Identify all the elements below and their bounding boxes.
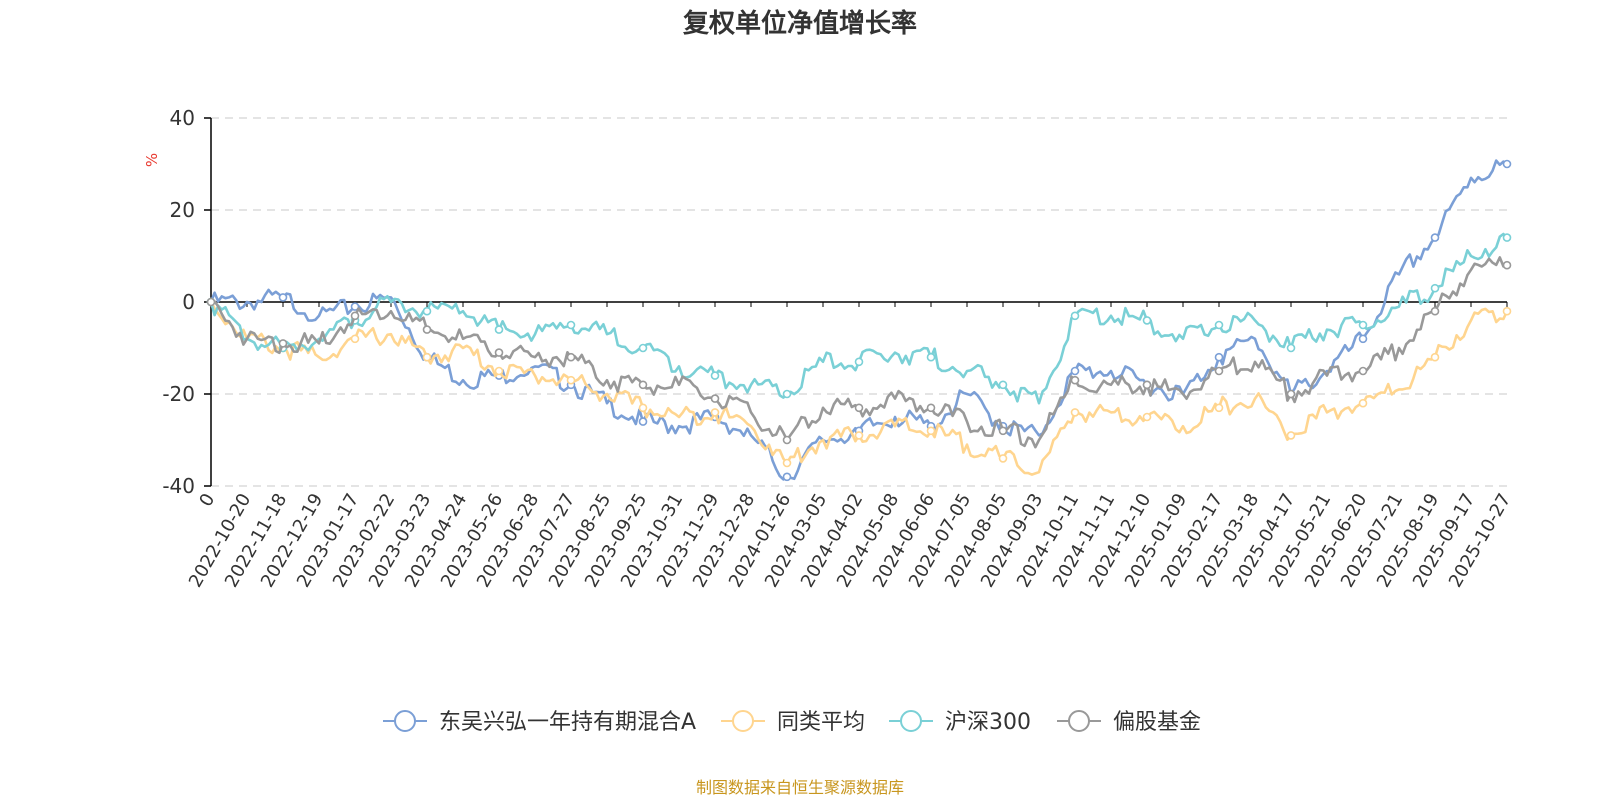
data-point — [206, 297, 216, 307]
legend-circle-icon — [1068, 710, 1090, 732]
data-point — [1502, 233, 1512, 242]
legend-item[interactable]: 同类平均 — [721, 710, 865, 735]
data-point — [494, 366, 504, 376]
data-point — [1430, 233, 1440, 242]
data-point — [1358, 320, 1368, 330]
data-point — [926, 352, 936, 362]
legend-item[interactable]: 沪深300 — [889, 710, 1031, 735]
legend-label: 偏股基金 — [1113, 710, 1201, 735]
data-point — [566, 375, 576, 385]
data-point — [1502, 159, 1512, 169]
data-point — [638, 403, 648, 413]
y-tick-label: 0 — [182, 290, 195, 314]
data-point — [926, 403, 936, 413]
data-point — [710, 394, 720, 403]
data-point — [782, 389, 792, 399]
data-point — [1286, 389, 1296, 399]
data-point — [638, 380, 648, 390]
data-point — [1358, 398, 1368, 408]
data-point — [1430, 283, 1440, 293]
data-point — [782, 435, 792, 445]
legend-circle-icon — [394, 710, 416, 732]
data-point — [1214, 352, 1224, 362]
data-point — [278, 339, 288, 348]
data-point — [422, 306, 432, 316]
data-point — [998, 380, 1008, 390]
data-point — [1214, 320, 1224, 330]
chart-title: 复权单位净值增长率 — [683, 8, 917, 39]
data-point — [638, 343, 648, 353]
y-axis-ticks: 40 20 0 -20 -40 — [162, 106, 211, 498]
data-point — [710, 408, 720, 417]
data-point — [1286, 343, 1296, 353]
data-point — [1214, 403, 1224, 413]
data-point — [638, 417, 648, 426]
y-tick-label: 20 — [170, 198, 195, 222]
data-source-note: 制图数据来自恒生聚源数据库 — [696, 778, 904, 797]
data-point — [1070, 366, 1080, 376]
data-point — [926, 426, 936, 436]
data-point — [1502, 260, 1512, 270]
data-point — [350, 334, 360, 344]
data-point — [854, 403, 864, 413]
legend-item[interactable]: 东吴兴弘一年持有期混合A — [383, 710, 696, 735]
data-point — [998, 426, 1008, 436]
data-point — [422, 352, 432, 362]
series-line — [210, 256, 1508, 449]
data-point — [1142, 316, 1152, 325]
legend-item[interactable]: 偏股基金 — [1057, 710, 1201, 735]
legend-circle-icon — [732, 710, 754, 732]
data-point — [566, 352, 576, 362]
data-point — [1502, 306, 1512, 316]
data-point — [1286, 431, 1296, 440]
data-point — [494, 348, 504, 357]
x-tick-label: 0 — [195, 490, 219, 510]
data-point — [1070, 311, 1080, 321]
data-point — [1142, 412, 1152, 422]
data-point — [1070, 408, 1080, 417]
data-point — [854, 357, 864, 367]
data-point — [1070, 375, 1080, 385]
data-point — [782, 458, 792, 468]
data-point — [1142, 380, 1152, 390]
legend-label: 沪深300 — [945, 710, 1031, 735]
y-tick-label: 40 — [170, 106, 195, 130]
legend-label: 东吴兴弘一年持有期混合A — [439, 710, 696, 735]
data-point — [1430, 306, 1440, 316]
grid-lines — [211, 117, 1507, 487]
data-point — [350, 302, 360, 311]
data-point — [1430, 352, 1440, 362]
data-point — [1358, 334, 1368, 344]
x-axis-ticks: 02022-10-202022-11-182022-12-192023-01-1… — [185, 302, 1515, 591]
legend-circle-icon — [900, 710, 922, 732]
data-point — [350, 311, 360, 321]
legend[interactable]: 东吴兴弘一年持有期混合A 同类平均 沪深300 偏股基金 — [383, 710, 1201, 735]
series-lines — [206, 159, 1512, 482]
y-tick-label: -40 — [162, 474, 195, 498]
legend-label: 同类平均 — [777, 710, 865, 735]
data-point — [710, 371, 720, 380]
y-axis-unit: % — [143, 153, 161, 167]
data-point — [998, 454, 1008, 463]
data-point — [494, 325, 504, 334]
y-tick-label: -20 — [162, 382, 195, 406]
data-point — [566, 320, 576, 330]
data-point — [1358, 366, 1368, 376]
data-point — [278, 293, 288, 302]
data-point — [422, 325, 432, 334]
data-point — [1214, 366, 1224, 376]
data-point — [782, 472, 792, 482]
data-point — [854, 431, 864, 440]
